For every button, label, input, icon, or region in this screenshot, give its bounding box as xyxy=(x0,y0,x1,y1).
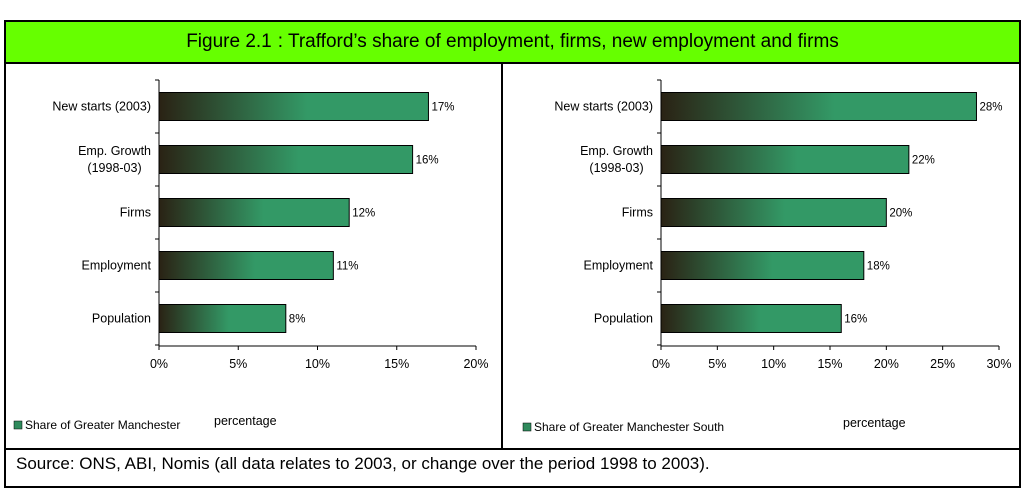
legend-label: Share of Greater Manchester xyxy=(25,418,180,432)
data-label: 17% xyxy=(431,102,454,114)
category-label: Population xyxy=(92,312,151,326)
right-chart: 0% 5% 10% 15% 20% 25% 30% 28% New starts (2003) 2… xyxy=(522,79,1012,434)
x-tick-label: 0% xyxy=(652,357,670,371)
x-tick-label: 30% xyxy=(986,357,1011,371)
bar xyxy=(660,198,887,227)
bar xyxy=(660,145,910,174)
source-note: Source: ONS, ABI, Nomis (all data relate… xyxy=(16,454,710,473)
legend-swatch xyxy=(522,422,532,432)
x-tick-label: 20% xyxy=(874,357,899,371)
category-label: New starts (2003) xyxy=(554,100,653,114)
x-tick-label: 20% xyxy=(463,357,488,371)
category-label: Emp. Growth (1998-03) xyxy=(580,144,653,175)
legend-label: Share of Greater Manchester South xyxy=(534,420,724,434)
x-tick-label: 25% xyxy=(930,357,955,371)
data-label: 18% xyxy=(867,261,890,273)
figure-number: Figure 2.1 xyxy=(186,31,272,52)
bar xyxy=(660,251,865,280)
data-label: 22% xyxy=(912,155,935,167)
bar xyxy=(158,251,334,280)
bar xyxy=(660,304,842,333)
x-tick-label: 15% xyxy=(384,357,409,371)
category-label: Employment xyxy=(584,259,654,273)
category-label: Firms xyxy=(622,206,653,220)
x-tick-label: 5% xyxy=(229,357,247,371)
figure-title: : Trafford’s share of employment, firms,… xyxy=(277,31,839,52)
panel-divider xyxy=(501,64,503,450)
data-label: 28% xyxy=(979,102,1002,114)
bar xyxy=(660,92,977,121)
bar xyxy=(158,304,287,333)
category-label: Employment xyxy=(82,259,152,273)
x-tick-label: 0% xyxy=(150,357,168,371)
x-tick-label: 10% xyxy=(305,357,330,371)
data-label: 20% xyxy=(889,208,912,220)
category-label: Population xyxy=(594,312,653,326)
x-axis-title: percentage xyxy=(843,416,906,430)
category-label: Emp. Growth (1998-03) xyxy=(78,144,151,175)
data-label: 16% xyxy=(416,155,439,167)
source-divider xyxy=(6,448,1019,450)
legend-swatch xyxy=(13,420,23,430)
x-tick-label: 5% xyxy=(708,357,726,371)
data-label: 12% xyxy=(352,208,375,220)
left-chart: 0% 5% 10% 15% 20% 17% New starts (2003) 16% Emp.… xyxy=(13,79,489,432)
bar xyxy=(158,145,414,174)
data-label: 11% xyxy=(336,261,358,273)
x-axis-title: percentage xyxy=(214,414,277,428)
category-label: Firms xyxy=(120,206,151,220)
data-label: 16% xyxy=(844,314,867,326)
figure-frame: Figure 2.1 : Trafford’s share of employm… xyxy=(4,20,1021,488)
bar xyxy=(158,92,429,121)
data-label: 8% xyxy=(289,314,306,326)
x-tick-label: 10% xyxy=(761,357,786,371)
category-label: New starts (2003) xyxy=(52,100,151,114)
bar xyxy=(158,198,350,227)
figure-header: Figure 2.1 : Trafford’s share of employm… xyxy=(6,22,1019,64)
x-tick-label: 15% xyxy=(817,357,842,371)
